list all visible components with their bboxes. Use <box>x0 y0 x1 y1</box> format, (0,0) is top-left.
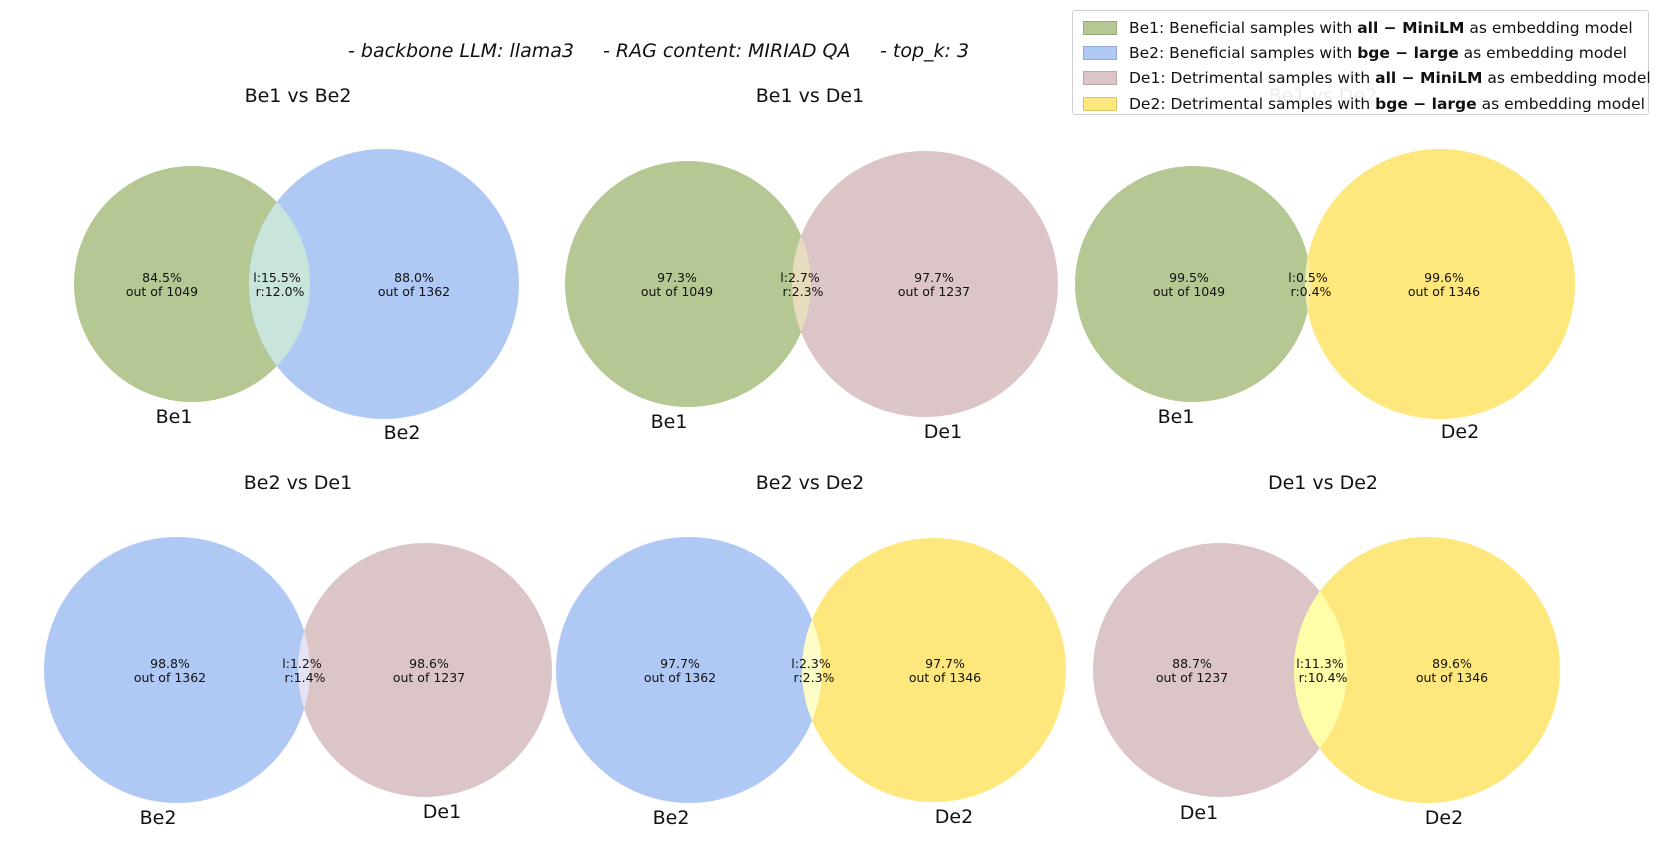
venn-overlap-left-share: l:1.2% <box>282 656 322 671</box>
venn-overlap-right-share: r:2.3% <box>783 284 824 299</box>
venn-right-percent: 98.6% <box>409 656 449 671</box>
venn-overlap-left-share: l:2.3% <box>791 656 831 671</box>
venn-right-total: out of 1346 <box>909 670 981 685</box>
legend-label-de2: De2: Detrimental samples with bge − larg… <box>1129 94 1645 113</box>
venn-overlap-left-share: l:2.7% <box>780 270 820 285</box>
venn-left-total: out of 1362 <box>134 670 206 685</box>
venn-circle-right <box>1294 537 1560 803</box>
legend-item-be1: Be1: Beneficial samples with all − MiniL… <box>1083 15 1638 40</box>
venn-circle-left <box>556 537 822 803</box>
venn-circle-left <box>1093 543 1347 797</box>
venn-set-label-left: Be2 <box>140 807 177 829</box>
venn-set-label-right: Be2 <box>384 422 421 444</box>
venn-de1-vs-de2: De1 vs De2 De1 De2 88.7%out of 1237 89.6%out… <box>1093 472 1560 829</box>
venn-set-label-right: De2 <box>1425 807 1463 829</box>
venn-left-percent: 97.3% <box>657 270 697 285</box>
venn-overlap-right-share: r:1.4% <box>285 670 326 685</box>
legend-swatch-de1 <box>1083 71 1117 86</box>
venn-overlap-right-share: r:0.4% <box>1291 284 1332 299</box>
venn-left-total: out of 1049 <box>641 284 713 299</box>
legend: Be1: Beneficial samples with all − MiniL… <box>1072 10 1651 116</box>
venn-overlap-right-share: r:2.3% <box>794 670 835 685</box>
subtitle: - backbone LLM: llama3 - RAG content: MI… <box>348 40 969 62</box>
legend-item-de1: De1: Detrimental samples with all − Mini… <box>1083 66 1651 91</box>
venn-left-total: out of 1362 <box>644 670 716 685</box>
venn-overlap-right-share: r:10.4% <box>1299 670 1348 685</box>
venn-right-percent: 97.7% <box>914 270 954 285</box>
legend-swatch-be1 <box>1083 20 1117 35</box>
venn-right-percent: 89.6% <box>1432 656 1472 671</box>
venn-set-label-left: Be2 <box>653 807 690 829</box>
venn-left-total: out of 1049 <box>126 284 198 299</box>
venn-left-total: out of 1237 <box>1156 670 1228 685</box>
venn-be1-vs-de2: Be1 vs De2Be1De299.5%out of 104999.6%out… <box>1075 85 1575 443</box>
venn-left-percent: 97.7% <box>660 656 700 671</box>
venn-be2-vs-de1: Be2 vs De1 Be2 De1 98.8%out of 1362 98.6%out… <box>44 472 552 829</box>
venn-set-label-right: De1 <box>423 801 461 823</box>
venn-circle-left <box>565 161 811 407</box>
venn-circle-left <box>1075 166 1311 402</box>
venn-circle-right <box>249 149 519 419</box>
subtitle-backbone: - backbone LLM: llama3 <box>348 40 574 62</box>
venn-right-total: out of 1362 <box>378 284 450 299</box>
subtitle-rag: - RAG content: MIRIAD QA <box>603 40 850 62</box>
venn-title: Be2 vs De1 <box>244 472 352 494</box>
venn-right-percent: 97.7% <box>925 656 965 671</box>
venn-title: Be1 vs Be2 <box>245 85 352 107</box>
venn-left-percent: 98.8% <box>150 656 190 671</box>
venn-overlap-left-share: l:15.5% <box>253 270 301 285</box>
venn-title: De1 vs De2 <box>1268 472 1378 494</box>
venn-circle-right <box>802 538 1066 802</box>
venn-set-label-right: De2 <box>1441 421 1479 443</box>
venn-title: Be1 vs De1 <box>756 85 864 107</box>
venn-set-label-left: De1 <box>1180 802 1218 824</box>
venn-circle-right <box>1305 149 1575 419</box>
venn-set-label-left: Be1 <box>156 406 193 428</box>
venn-circle-left <box>44 537 310 803</box>
venn-circle-right <box>298 543 552 797</box>
legend-label-be1: Be1: Beneficial samples with all − MiniL… <box>1129 18 1633 37</box>
venn-right-percent: 88.0% <box>394 270 434 285</box>
legend-label-de1: De1: Detrimental samples with all − Mini… <box>1129 69 1651 88</box>
legend-label-be2: Be2: Beneficial samples with bge − large… <box>1129 43 1627 62</box>
venn-be1-vs-be2: Be1 vs Be2 Be1 Be2 84.5%out of 1049 88.0%out… <box>74 85 519 444</box>
subtitle-topk: - top_k: 3 <box>880 40 969 62</box>
venn-overlap-right-share: r:12.0% <box>256 284 305 299</box>
venn-right-total: out of 1346 <box>1416 670 1488 685</box>
venn-set-label-right: De1 <box>924 421 962 443</box>
venn-left-total: out of 1049 <box>1153 284 1225 299</box>
venn-circle-left <box>74 166 310 402</box>
venn-left-percent: 84.5% <box>142 270 182 285</box>
venn-set-label-right: De2 <box>935 806 973 828</box>
legend-item-be2: Be2: Beneficial samples with bge − large… <box>1083 40 1638 65</box>
venn-right-total: out of 1237 <box>393 670 465 685</box>
venn-left-percent: 99.5% <box>1169 270 1209 285</box>
venn-title: Be2 vs De2 <box>756 472 864 494</box>
legend-swatch-de2 <box>1083 96 1117 111</box>
venn-set-label-left: Be1 <box>1158 406 1195 428</box>
venn-right-total: out of 1346 <box>1408 284 1480 299</box>
venn-left-percent: 88.7% <box>1172 656 1212 671</box>
legend-swatch-be2 <box>1083 45 1117 60</box>
legend-item-de2: De2: Detrimental samples with bge − larg… <box>1083 91 1645 116</box>
venn-overlap-left-share: l:11.3% <box>1296 656 1344 671</box>
venn-right-total: out of 1237 <box>898 284 970 299</box>
venn-be1-vs-de1: Be1 vs De1 Be1 De1 97.3%out of 1049 97.7%out… <box>565 85 1058 443</box>
venn-set-label-left: Be1 <box>651 411 688 433</box>
venn-circle-right <box>792 151 1058 417</box>
venn-right-percent: 99.6% <box>1424 270 1464 285</box>
venn-overlap-left-share: l:0.5% <box>1288 270 1328 285</box>
